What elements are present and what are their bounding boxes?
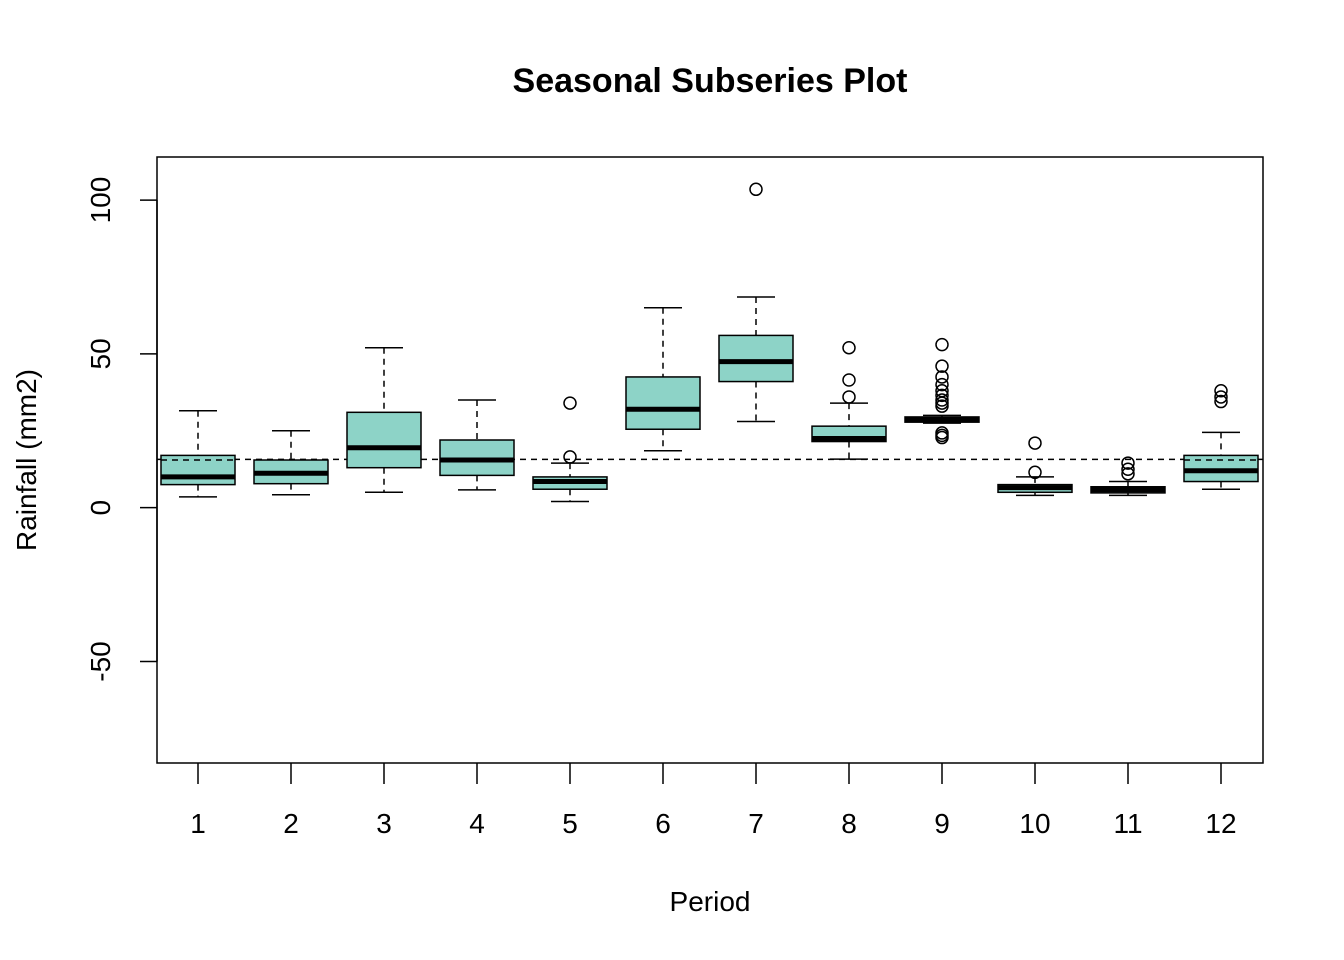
chart-title: Seasonal Subseries Plot — [513, 62, 908, 100]
x-tick-label: 11 — [1113, 808, 1142, 839]
boxplot-period-7 — [718, 182, 794, 423]
outlier-point — [842, 373, 856, 387]
x-tick-label: 1 — [190, 808, 206, 839]
boxplot-period-10 — [997, 436, 1073, 497]
x-tick-label: 4 — [469, 808, 485, 839]
x-tick-label: 7 — [748, 808, 764, 839]
outlier-point — [935, 359, 949, 373]
outlier-point — [935, 388, 949, 403]
outlier-point — [935, 393, 949, 407]
boxplot-period-4 — [439, 399, 515, 491]
outlier-point — [935, 370, 949, 384]
outlier-point — [1214, 384, 1228, 398]
boxplot-period-5 — [532, 396, 608, 503]
y-axis-label: Rainfall (mm2) — [11, 369, 42, 551]
x-axis: 1 2 3 4 5 6 7 8 9 10 11 12 — [190, 763, 1237, 839]
boxplot-period-1 — [160, 410, 236, 498]
y-tick-label: 0 — [85, 500, 116, 516]
outlier-point — [842, 390, 856, 404]
x-tick-label: 6 — [655, 808, 671, 839]
boxplot-period-2 — [253, 430, 329, 496]
y-tick-label: 50 — [85, 338, 116, 369]
x-tick-label: 10 — [1019, 808, 1050, 839]
outlier-point — [1214, 394, 1228, 409]
x-axis-label: Period — [670, 886, 751, 917]
outlier-point — [1121, 467, 1135, 481]
box — [346, 411, 422, 469]
outlier-point — [1121, 456, 1135, 470]
box — [718, 334, 794, 383]
outlier-point — [935, 426, 949, 440]
outlier-point — [1028, 465, 1042, 480]
y-tick-label: 100 — [85, 177, 116, 224]
y-tick-label: -50 — [85, 641, 116, 681]
outlier-point — [563, 396, 577, 410]
x-tick-label: 5 — [562, 808, 578, 839]
outlier-point — [1121, 462, 1135, 476]
x-tick-label: 2 — [283, 808, 299, 839]
box — [625, 376, 701, 430]
outlier-point — [1214, 390, 1228, 404]
boxplot-period-9 — [904, 337, 980, 445]
boxes-layer — [160, 182, 1259, 503]
outlier-point — [935, 377, 949, 392]
boxplot-period-8 — [811, 340, 887, 460]
outlier-point — [563, 450, 577, 464]
x-tick-label: 12 — [1205, 808, 1236, 839]
x-tick-label: 9 — [934, 808, 950, 839]
outlier-point — [842, 340, 856, 355]
boxplot-period-3 — [346, 346, 422, 494]
boxplot-period-6 — [625, 306, 701, 452]
x-tick-label: 8 — [841, 808, 857, 839]
outlier-point — [749, 182, 763, 197]
y-axis: -50 0 50 100 — [85, 177, 158, 682]
outlier-point — [935, 337, 949, 352]
outlier-point — [935, 384, 949, 398]
x-tick-label: 3 — [376, 808, 392, 839]
boxplot-period-11 — [1090, 456, 1166, 497]
outlier-point — [1028, 436, 1042, 450]
boxplot-period-12 — [1183, 384, 1259, 490]
